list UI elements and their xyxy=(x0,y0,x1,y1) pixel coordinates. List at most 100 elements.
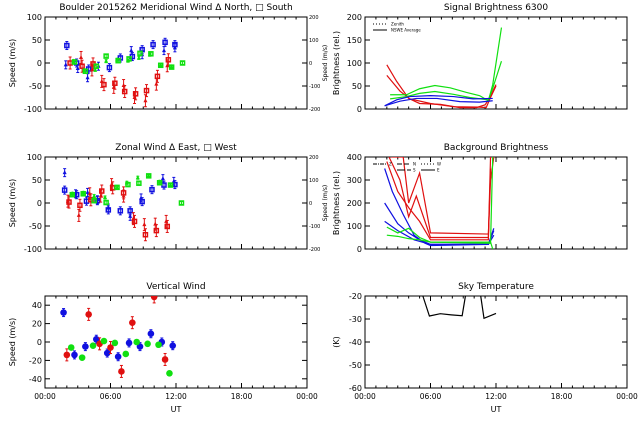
plot-frame xyxy=(44,16,308,110)
panel-background: Background Brightness 400 300 200 100 0 Bright… xyxy=(332,143,628,254)
data-point xyxy=(172,41,178,48)
data-point xyxy=(101,81,107,88)
data-point xyxy=(85,189,90,194)
y-tick-label: 0 xyxy=(357,245,362,254)
data-point xyxy=(166,369,173,377)
data-point xyxy=(131,218,138,225)
data-point xyxy=(78,354,86,361)
x-axis-label: UT xyxy=(491,405,502,414)
data-point xyxy=(150,41,156,48)
y-tick-label: 100 xyxy=(27,13,42,22)
data-point xyxy=(129,48,134,53)
y-tick-label: 100 xyxy=(347,222,362,231)
data-point xyxy=(160,176,165,181)
panel-vertical: Vertical Wind 00:00 06:00 12:00 18:00 00:00 UT… xyxy=(8,282,318,414)
x-tick-label: 18:00 xyxy=(231,392,253,401)
data-point xyxy=(99,188,105,194)
y-axis-label: Speed (m/s) xyxy=(8,39,17,88)
data-point xyxy=(104,58,109,63)
data-point xyxy=(91,197,97,204)
y-axis-label: Speed (m/s) xyxy=(8,179,17,228)
data-point xyxy=(133,338,140,346)
chart-title: Vertical Wind xyxy=(146,282,205,292)
y-tick-label: -40 xyxy=(349,338,362,347)
data-point xyxy=(63,62,68,67)
data-point xyxy=(93,63,100,69)
y-tick-label: -20 xyxy=(349,292,362,301)
data-point xyxy=(62,170,67,175)
data-point xyxy=(120,190,127,196)
y-tick-label: 20 xyxy=(32,320,42,329)
data-point xyxy=(71,351,78,359)
x-tick-label: 00:00 xyxy=(616,392,638,401)
y-tick-label: 300 xyxy=(347,176,362,185)
plot-frame xyxy=(44,295,308,389)
data-point xyxy=(117,208,124,214)
data-point xyxy=(165,57,172,63)
data-layer xyxy=(61,168,185,242)
y-tick-label: 50 xyxy=(352,82,362,91)
series-line-green xyxy=(390,27,503,102)
data-point xyxy=(85,75,90,80)
data-point xyxy=(107,344,114,351)
data-point xyxy=(127,208,133,214)
data-point xyxy=(75,66,80,71)
data-point xyxy=(164,223,171,230)
data-point xyxy=(92,193,97,198)
right-axis-label: Speed (m/s) xyxy=(322,185,329,221)
right-tick-label: -100 xyxy=(309,224,320,230)
right-tick-label: 200 xyxy=(309,15,319,21)
data-point xyxy=(145,173,152,179)
right-tick-label: -200 xyxy=(309,107,320,113)
y-tick-label: -20 xyxy=(29,356,42,365)
panel-meridional: Boulder 2015262 Meridional Wind Δ North,… xyxy=(8,3,329,114)
series-line-green xyxy=(386,157,494,244)
data-point xyxy=(118,368,125,375)
right-tick-label: 200 xyxy=(309,155,319,161)
data-point xyxy=(89,342,97,349)
x-tick-label: 12:00 xyxy=(485,392,507,401)
data-point xyxy=(125,181,131,188)
data-point xyxy=(111,339,119,347)
y-axis-label: Brightness (rel.) xyxy=(332,171,341,235)
x-tick-label: 06:00 xyxy=(100,392,122,401)
data-point xyxy=(100,337,108,345)
data-point xyxy=(136,180,142,186)
data-point xyxy=(125,339,133,347)
x-tick-label: 12:00 xyxy=(165,392,187,401)
data-point xyxy=(67,344,75,351)
data-point xyxy=(167,182,174,188)
data-point xyxy=(149,186,155,193)
series-line-axis xyxy=(480,296,497,320)
data-point xyxy=(71,59,78,65)
data-point xyxy=(156,180,163,186)
data-point xyxy=(147,330,155,338)
data-point xyxy=(103,53,109,59)
y-tick-label: -50 xyxy=(29,222,42,231)
data-point xyxy=(161,356,169,363)
y-tick-label: -50 xyxy=(29,82,42,91)
data-point xyxy=(155,341,162,349)
right-tick-label: -100 xyxy=(309,84,320,90)
data-point xyxy=(82,68,89,75)
right-tick-label: 0 xyxy=(309,61,312,67)
y-tick-label: -40 xyxy=(29,375,42,384)
x-tick-label: 00:00 xyxy=(296,392,318,401)
data-point xyxy=(79,54,84,59)
data-point xyxy=(85,311,92,318)
data-point xyxy=(82,343,89,350)
data-point xyxy=(136,55,141,60)
x-tick-label: 18:00 xyxy=(551,392,573,401)
data-point xyxy=(154,73,161,80)
legend-label: E xyxy=(437,168,440,173)
y-tick-label: 150 xyxy=(347,36,362,45)
y-tick-label: 100 xyxy=(347,59,362,68)
legend-label: N xyxy=(413,162,416,167)
y-axis-label: Speed (m/s) xyxy=(8,318,17,367)
data-point xyxy=(137,50,143,57)
data-layer xyxy=(60,296,177,378)
data-point xyxy=(115,57,121,64)
data-point xyxy=(63,351,71,359)
y-tick-label: 40 xyxy=(32,301,42,310)
